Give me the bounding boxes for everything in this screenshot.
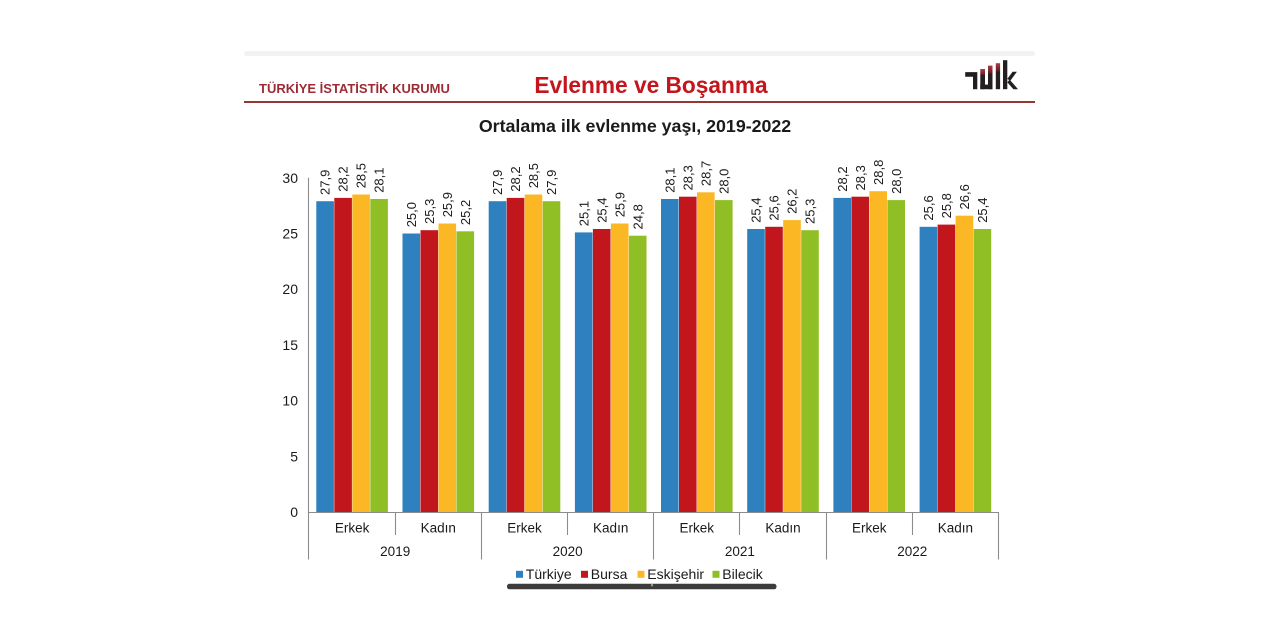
svg-text:Eskişehir: Eskişehir	[647, 566, 704, 582]
svg-text:28,3: 28,3	[853, 165, 868, 190]
svg-text:25,8: 25,8	[939, 193, 954, 218]
svg-text:Erkek: Erkek	[507, 521, 542, 536]
svg-text:25,0: 25,0	[404, 202, 419, 227]
svg-text:28,7: 28,7	[698, 161, 713, 186]
svg-text:Kadın: Kadın	[593, 521, 628, 536]
svg-text:2022: 2022	[897, 544, 927, 559]
svg-text:Kadın: Kadın	[421, 521, 456, 536]
svg-text:25,9: 25,9	[612, 192, 627, 217]
svg-text:30: 30	[282, 170, 298, 186]
svg-text:24,8: 24,8	[630, 204, 645, 229]
svg-text:Kadın: Kadın	[938, 521, 973, 536]
svg-text:25,4: 25,4	[975, 197, 990, 222]
svg-text:26,6: 26,6	[957, 184, 972, 209]
svg-text:Türkiye: Türkiye	[526, 566, 572, 582]
svg-text:28,2: 28,2	[508, 166, 523, 191]
svg-text:25,3: 25,3	[422, 199, 437, 224]
svg-text:28,5: 28,5	[354, 163, 369, 188]
svg-text:25,9: 25,9	[440, 192, 455, 217]
svg-text:27,9: 27,9	[318, 170, 333, 195]
svg-text:28,0: 28,0	[889, 169, 904, 194]
svg-text:28,2: 28,2	[835, 166, 850, 191]
svg-text:28,8: 28,8	[871, 160, 886, 185]
svg-text:2019: 2019	[380, 544, 410, 559]
svg-text:25,4: 25,4	[749, 197, 764, 222]
svg-text:Erkek: Erkek	[335, 521, 370, 536]
svg-text:25,6: 25,6	[921, 195, 936, 220]
svg-text:2020: 2020	[553, 544, 583, 559]
svg-text:15: 15	[282, 337, 298, 353]
svg-text:28,1: 28,1	[372, 167, 387, 192]
svg-text:25,2: 25,2	[458, 200, 473, 225]
svg-text:28,1: 28,1	[662, 167, 677, 192]
svg-text:25,4: 25,4	[594, 197, 609, 222]
svg-text:27,9: 27,9	[490, 170, 505, 195]
svg-text:Kadın: Kadın	[765, 521, 800, 536]
svg-text:27,9: 27,9	[544, 170, 559, 195]
svg-text:25: 25	[282, 226, 298, 242]
svg-text:20: 20	[282, 281, 298, 297]
svg-text:26,2: 26,2	[785, 189, 800, 214]
svg-text:28,2: 28,2	[336, 166, 351, 191]
svg-text:0: 0	[290, 504, 298, 520]
svg-text:28,5: 28,5	[526, 163, 541, 188]
svg-text:10: 10	[282, 393, 298, 409]
svg-text:Bursa: Bursa	[591, 566, 628, 582]
svg-text:28,3: 28,3	[680, 165, 695, 190]
svg-text:25,6: 25,6	[767, 195, 782, 220]
svg-text:5: 5	[290, 448, 298, 464]
svg-text:25,3: 25,3	[803, 199, 818, 224]
svg-text:25,1: 25,1	[576, 201, 591, 226]
svg-text:Erkek: Erkek	[852, 521, 887, 536]
svg-text:28,0: 28,0	[716, 169, 731, 194]
svg-text:2021: 2021	[725, 544, 755, 559]
svg-text:Bilecik: Bilecik	[722, 566, 763, 582]
svg-text:Erkek: Erkek	[680, 521, 715, 536]
